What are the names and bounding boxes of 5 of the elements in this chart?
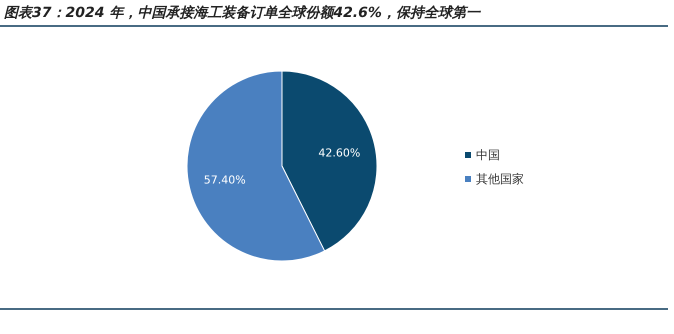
legend-label: 中国 <box>476 148 500 162</box>
data-label: 42.60% <box>318 146 360 160</box>
chart-title: 图表37：2024 年，中国承接海工装备订单全球份额42.6%，保持全球第一 <box>4 4 482 21</box>
data-label: 57.40% <box>204 174 246 187</box>
legend-label: 其他国家 <box>476 172 524 186</box>
